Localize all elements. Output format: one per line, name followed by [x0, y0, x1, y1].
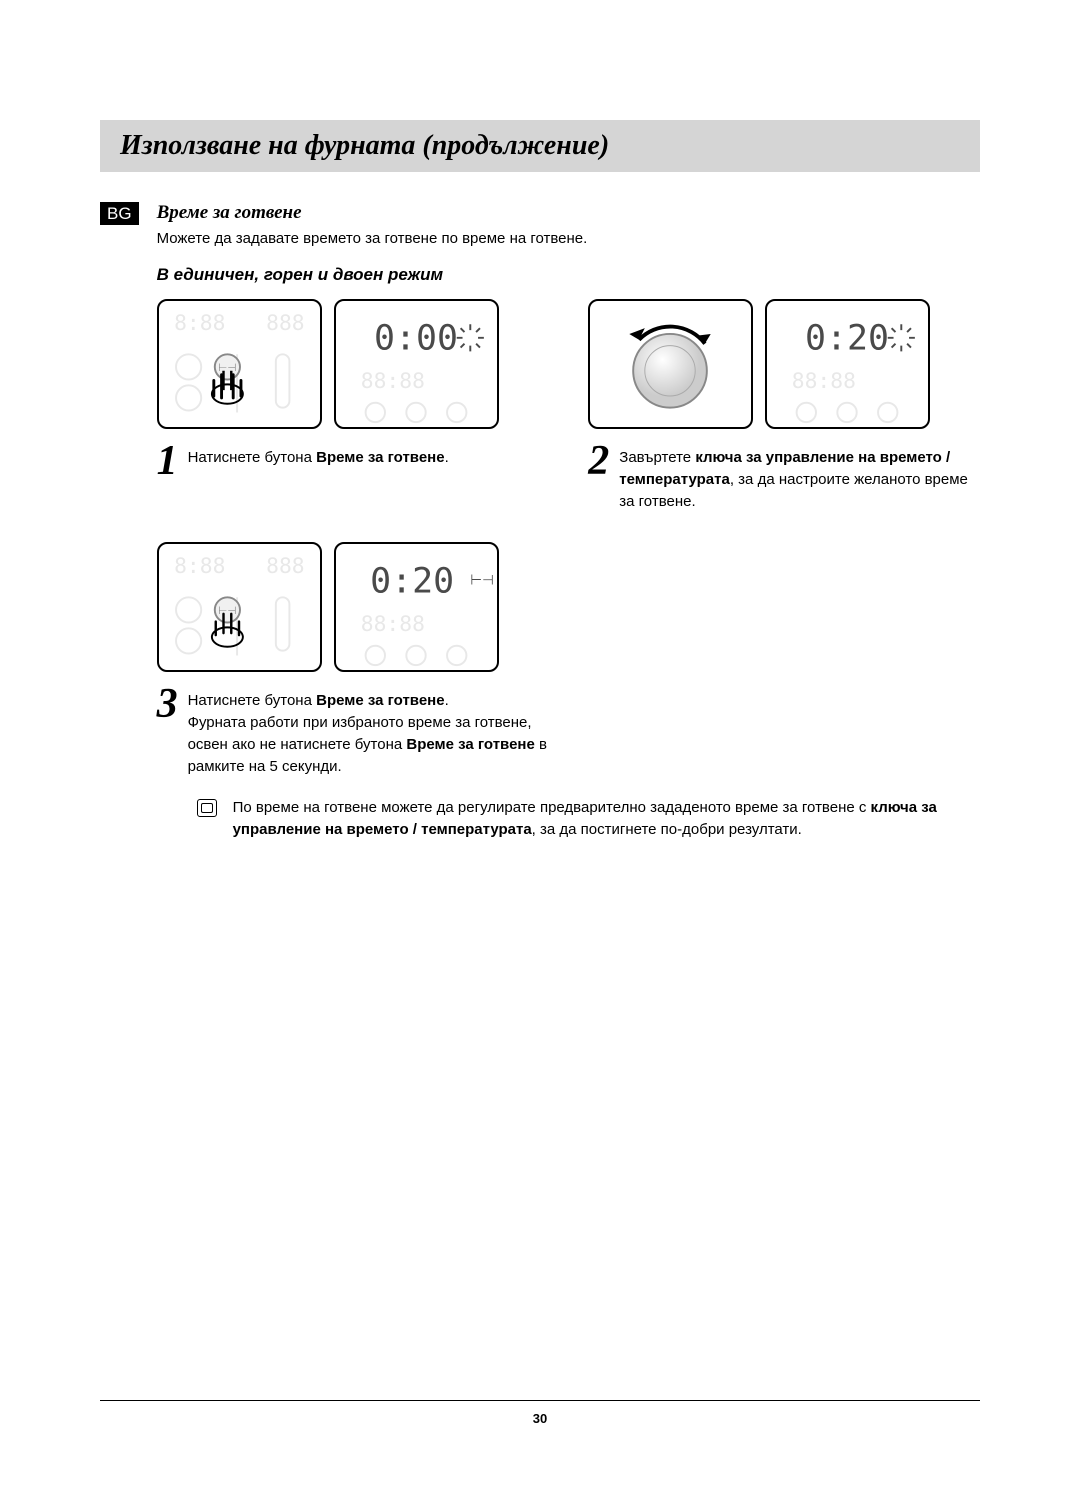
page-title: Използване на фурната (продължение) [120, 130, 960, 162]
svg-text:8:88: 8:88 [174, 311, 225, 336]
svg-text:888: 888 [266, 311, 305, 336]
step3-panel-b: 0:20 ⊢⊣ 88:88 [334, 542, 499, 672]
svg-text:888: 888 [266, 554, 305, 579]
display-text: 0:00 [374, 318, 458, 358]
step-number: 3 [157, 686, 178, 724]
manual-page: Използване на фурната (продължение) BG В… [0, 0, 1080, 1486]
step-3: 8:88 888 ⊢⊣ [157, 542, 549, 777]
step1-panel-a: 8:88 888 ⊢⊣ [157, 299, 322, 429]
step1-panel-b: 0:00 88:88 [334, 299, 499, 429]
display-text: 0:20 [370, 562, 454, 602]
step2-text: Завъртете ключа за управление на времето… [619, 443, 980, 512]
step-1: 8:88 888 ⊢⊣ [157, 299, 549, 512]
title-bar: Използване на фурната (продължение) [100, 120, 980, 172]
display-text: 0:20 [805, 318, 889, 358]
language-badge: BG [100, 202, 139, 225]
note-text: По време на готвене можете да регулирате… [233, 797, 980, 841]
page-footer: 30 [100, 1400, 980, 1426]
svg-text:88:88: 88:88 [360, 369, 424, 394]
step2-panel-b: 0:20 88:88 [765, 299, 930, 429]
step-number: 2 [588, 443, 609, 481]
svg-text:⊢⊣: ⊢⊣ [218, 605, 237, 617]
section-subtitle: Време за готвене [157, 202, 980, 224]
svg-text:8:88: 8:88 [174, 554, 225, 579]
step-number: 1 [157, 443, 178, 481]
svg-text:88:88: 88:88 [792, 369, 856, 394]
content-area: Време за готвене Можете да задавате врем… [157, 202, 980, 841]
step1-text: Натиснете бутона Време за готвене. [188, 443, 449, 469]
section-intro: Можете да задавате времето за готвене по… [157, 230, 980, 247]
steps-grid: 8:88 888 ⊢⊣ [157, 299, 980, 777]
page-number: 30 [533, 1411, 547, 1426]
svg-text:⊢⊣: ⊢⊣ [470, 573, 494, 588]
svg-text:88:88: 88:88 [360, 612, 424, 637]
step3-panel-a: 8:88 888 ⊢⊣ [157, 542, 322, 672]
mode-heading: В единичен, горен и двоен режим [157, 265, 980, 285]
step3-text: Натиснете бутона Време за готвене. Фурна… [188, 686, 549, 777]
step2-panel-a [588, 299, 753, 429]
note-icon [197, 799, 217, 817]
note-row: По време на готвене можете да регулирате… [197, 797, 980, 841]
step-2: 0:20 88:88 [588, 299, 980, 512]
